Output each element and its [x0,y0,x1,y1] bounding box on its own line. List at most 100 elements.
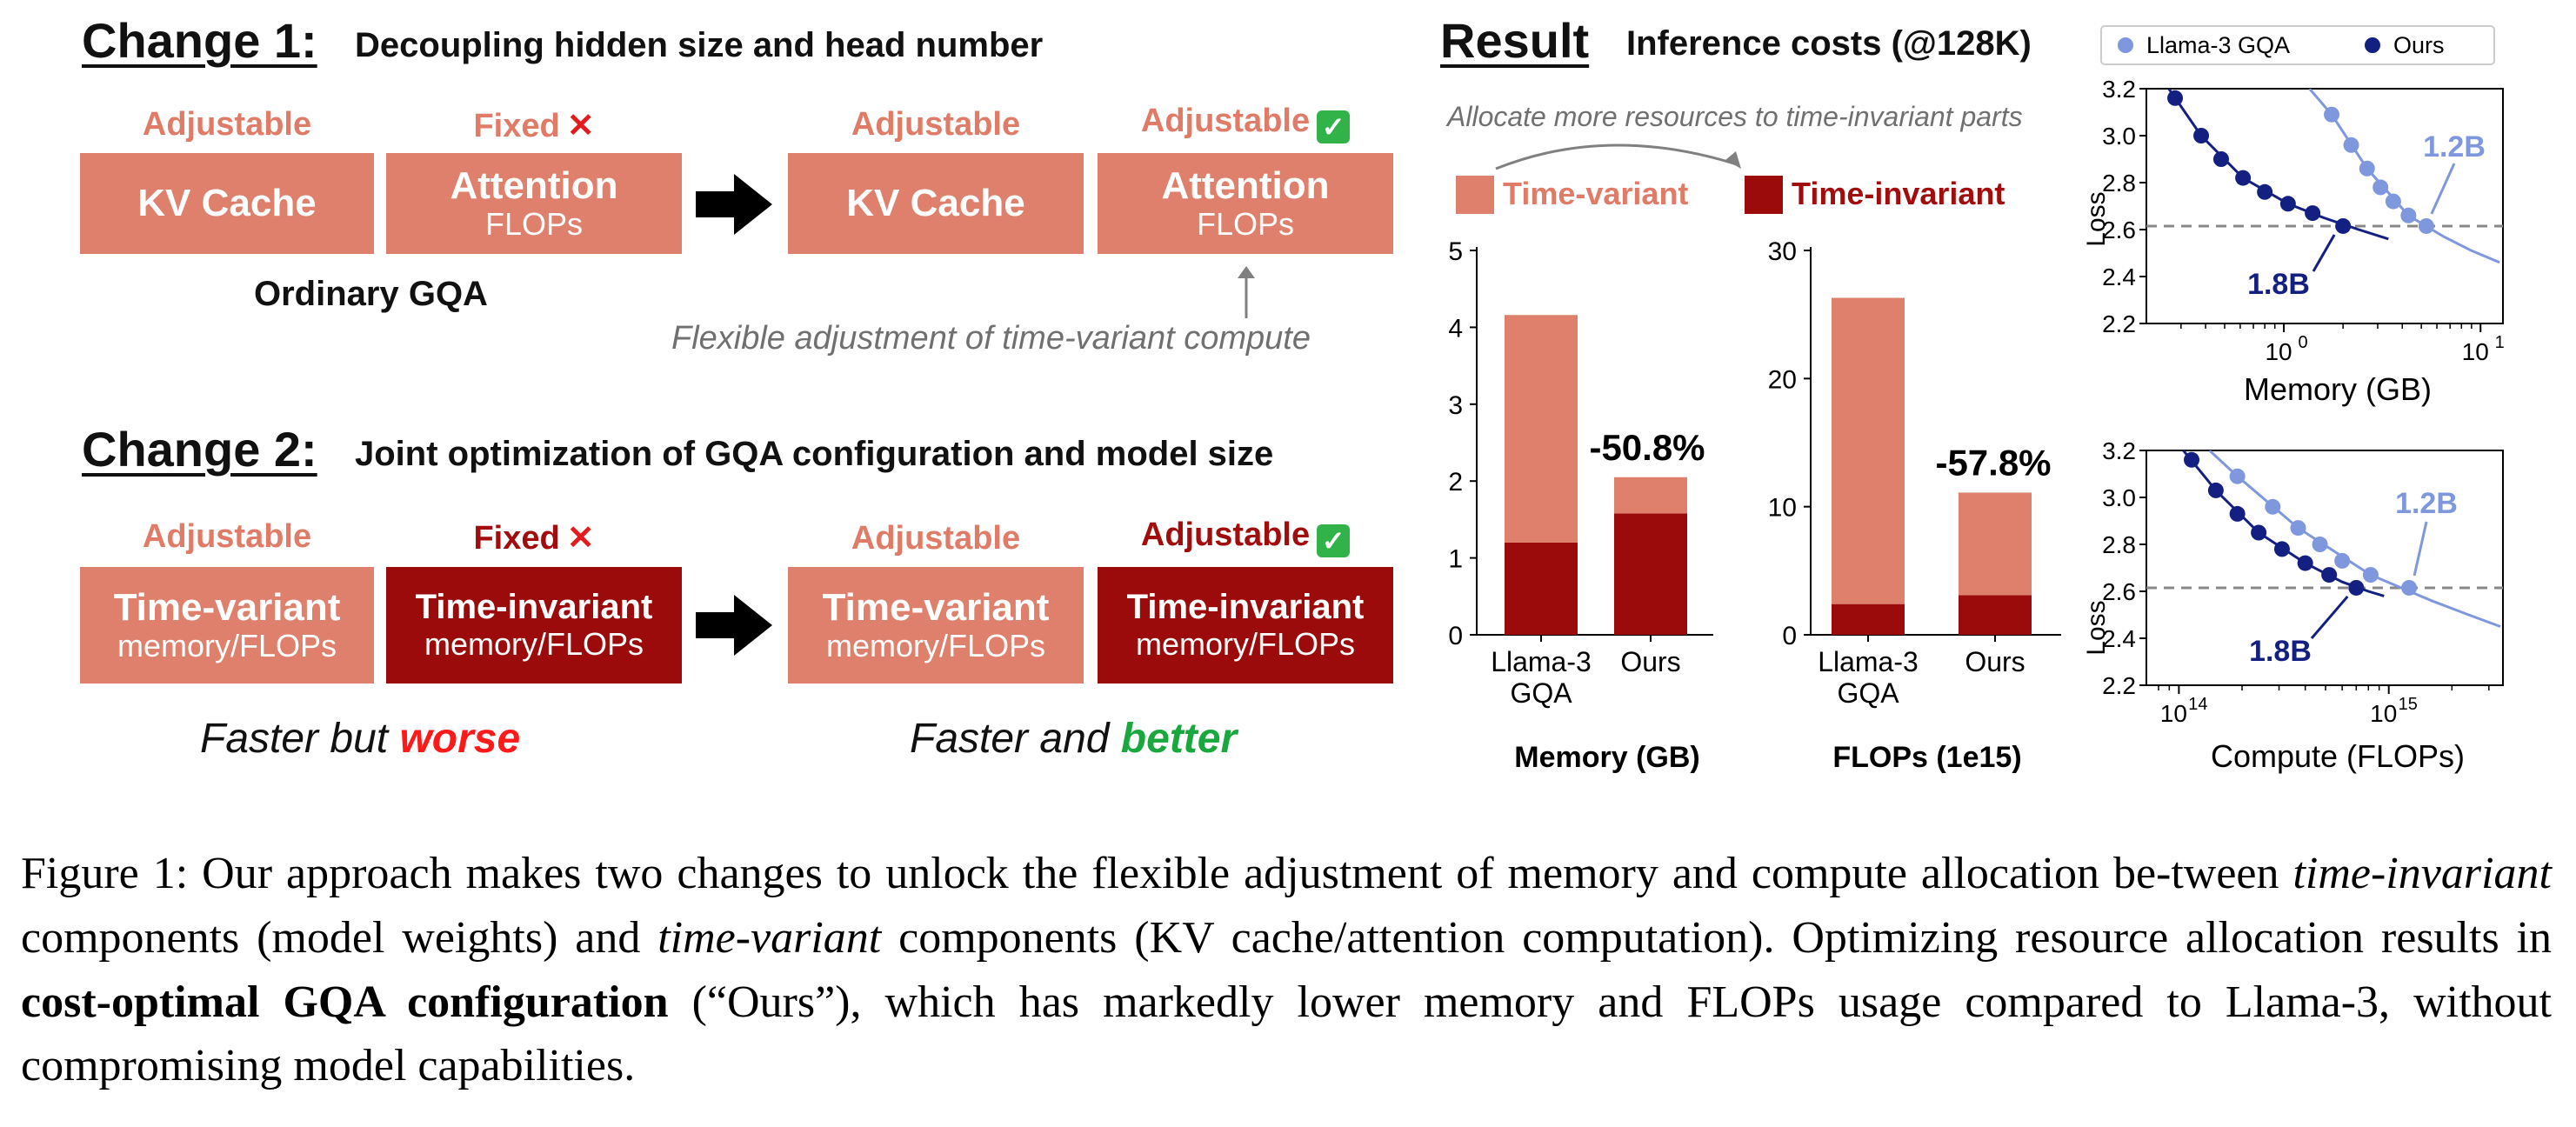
legend-label-llama: Llama-3 GQA [2146,32,2290,58]
verdict-before: Faster but worse [200,716,521,762]
y-tick-label: 3.0 [2102,484,2136,511]
y-tick-label: 0 [1448,622,1463,650]
x-tick-label: GQA [1510,677,1572,709]
reduction-annotation: -57.8% [1935,442,2051,483]
c2-before-tv-state: Adjustable [142,518,312,555]
ordinary-gqa-label: Ordinary GQA [254,275,488,313]
data-point [2251,524,2267,541]
kv-cache-label: KV Cache [846,182,1025,225]
y-tick-label: 2.6 [2102,217,2136,243]
change2-description: Joint optimization of GQA configuration … [355,435,1274,473]
data-point [2348,579,2365,596]
legend-box [2100,25,2495,65]
bar-time-invariant [1614,513,1687,635]
x-tick-label: GQA [1837,677,1899,709]
flops-label: FLOPs [484,206,584,243]
data-point [2372,179,2389,196]
c2-before-ti-box: Time-invariant memory/FLOPs [386,567,682,684]
bar-time-invariant [1959,595,2032,635]
data-point [2257,183,2273,200]
allocate-note: Allocate more resources to time-invarian… [1447,101,2023,132]
flexible-adjustment-note: Flexible adjustment of time-variant comp… [671,320,1311,357]
data-point [2312,537,2328,552]
data-point [2321,567,2338,584]
x-tick-label: Llama-3 [1818,646,1919,677]
legend-marker-llama [2118,37,2133,53]
annotation-1-2b: 1.2B [2423,130,2486,163]
time-invariant-label: Time-invariant [415,588,653,627]
y-tick-label: 2.2 [2102,310,2136,337]
data-point [2359,160,2375,177]
y-tick-label: 1 [1448,545,1463,574]
x-tick-exponent: 1 [2495,333,2505,352]
compute-loss-chart: 2.22.42.62.83.03.210 14 10 151.2B1.8B Compu… [2082,437,2504,774]
bar-time-variant [1505,315,1578,543]
y-tick-label: 30 [1768,237,1797,266]
x-tick-label: 10 [2265,338,2292,365]
c1-after-kv-state: Adjustable [851,106,1021,143]
y-tick-label: 5 [1448,237,1463,266]
annotation-arrow [2412,521,2428,577]
flops-label: FLOPs [1196,206,1295,243]
data-point [2335,217,2352,234]
memory-loss-xlabel: Memory (GB) [2244,371,2432,407]
bar-time-variant [1832,297,1905,604]
time-variant-label: Time-variant [822,586,1050,630]
data-point [2343,137,2359,153]
y-tick-label: 3.2 [2102,76,2136,103]
data-point [2229,505,2246,522]
memory-flops-label: memory/FLOPs [424,626,644,663]
kv-cache-label: KV Cache [137,182,317,225]
result-title: Result [1440,13,1590,68]
check-icon: ✓ [1317,524,1351,557]
y-tick-label: 3.0 [2102,123,2136,150]
bar-time-invariant [1832,604,1905,635]
data-point [2184,451,2200,468]
data-point [2297,555,2313,571]
y-tick-label: 3.2 [2102,437,2136,464]
data-point [2265,498,2281,515]
cross-icon: ✕ [566,520,595,557]
annotation-1-8b: 1.8B [2247,268,2310,301]
verdict-after: Faster and better [910,716,1238,762]
data-point [2305,205,2321,222]
plot-frame [2146,450,2504,686]
bar-time-invariant [1505,542,1578,635]
data-point [2167,90,2184,106]
figure-caption: Figure 1: Our approach makes two changes… [21,849,2553,1091]
memory-flops-label: memory/FLOPs [825,628,1046,664]
legend-marker-ours [2365,37,2380,53]
y-tick-label: 2.4 [2102,263,2136,290]
y-tick-label: 2.4 [2102,625,2136,652]
data-point [2207,482,2224,498]
x-tick-exponent: 14 [2188,695,2207,714]
plot-area [2146,450,2503,628]
c1-after-attn-state: Adjustable ✓ [1098,103,1393,143]
annotation-1-8b: 1.8B [2249,635,2312,668]
time-variant-label: Time-variant [113,586,341,630]
y-tick-label: 2.8 [2102,531,2136,558]
y-tick-label: 2.8 [2102,170,2136,197]
y-tick-label: 2.6 [2102,578,2136,605]
c1-before-attn-box: Attention FLOPs [386,153,682,254]
annotation-arrow [2312,234,2336,272]
data-point [2418,217,2434,234]
check-icon: ✓ [1317,110,1351,143]
flops-xlabel: FLOPs (1e15) [1832,741,2021,774]
y-tick-label: 4 [1448,314,1463,343]
data-point [2235,170,2252,186]
legend-time-variant-label: Time-variant [1503,176,1689,211]
cross-icon: ✕ [566,108,595,144]
c1-right-arrow-icon [696,174,772,235]
c1-before-attn-state: Fixed ✕ [473,108,595,144]
legend-time-invariant-swatch [1745,176,1783,214]
memory-loss-ylabel: Loss [2082,191,2111,246]
memory-flops-label: memory/FLOPs [117,628,337,664]
x-tick-label: 10 [2370,700,2397,727]
x-tick-exponent: 15 [2399,695,2418,714]
memory-flops-label: memory/FLOPs [1135,626,1356,663]
x-tick-label: Ours [1965,646,2025,677]
c2-before-ti-state: Fixed ✕ [473,520,595,557]
series-line [2182,450,2385,597]
